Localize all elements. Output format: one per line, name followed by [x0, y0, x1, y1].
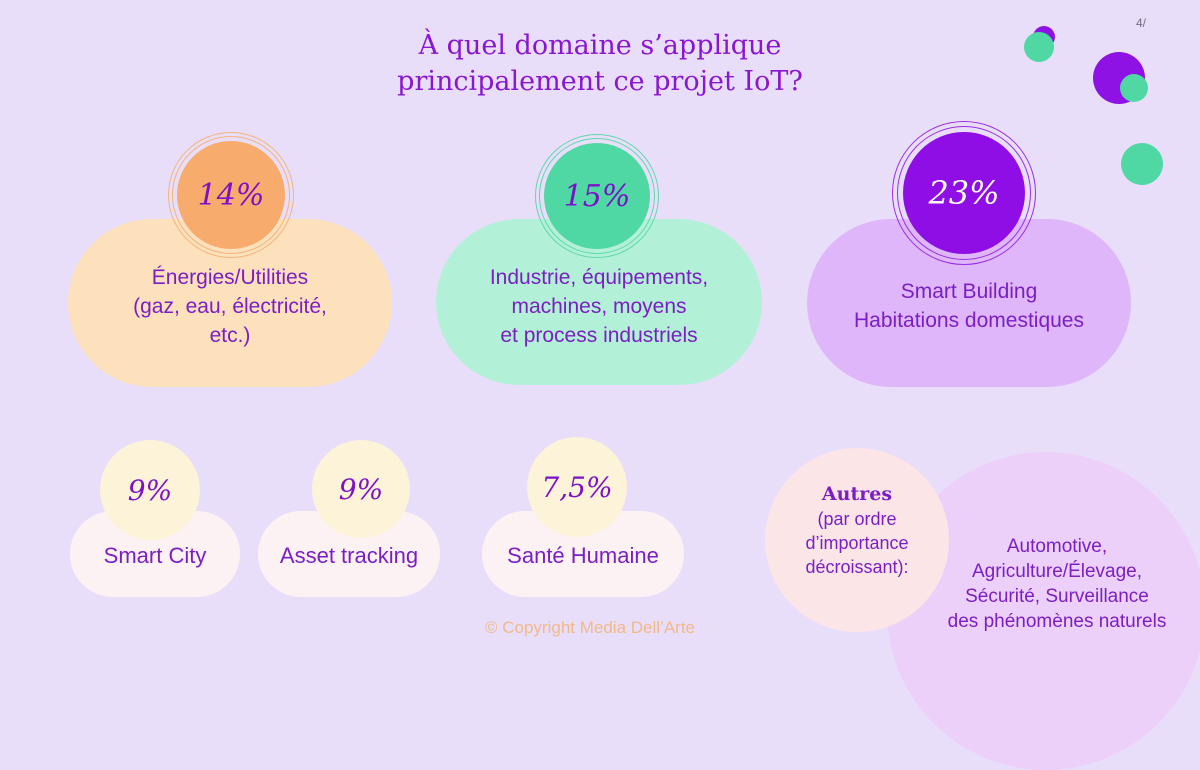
page-title: À quel domaine s’applique principalement… [0, 28, 1200, 100]
card-industrie-line3: et process industriels [500, 323, 698, 347]
autres-title: Autres [821, 483, 893, 505]
autres-line2: d’importance [805, 533, 909, 553]
percent-asset-tracking: 9% [312, 440, 410, 538]
percent-ring-smart-building [892, 121, 1036, 265]
percent-ring-industrie [535, 134, 659, 258]
percent-ring-industrie-inner [539, 138, 655, 254]
percent-sante-humaine: 7,5% [527, 437, 627, 537]
percent-smart-city: 9% [100, 440, 200, 540]
percent-ring-energies [168, 132, 294, 258]
slide-number: 4/ [1136, 16, 1147, 30]
card-sante-humaine-label: Santé Humaine [507, 543, 659, 568]
decor-circle-green-medium [1120, 74, 1148, 102]
card-asset-tracking-label: Asset tracking [279, 543, 419, 568]
decor-circle-green-large [1121, 143, 1163, 185]
card-smart-building-line1: Smart Building [900, 280, 1038, 303]
autres-list-line4: des phénomènes naturels [947, 611, 1167, 632]
percent-industrie: 15% [544, 143, 650, 249]
percent-ring-energies-inner [172, 136, 290, 254]
copyright: © Copyright Media Dell’Arte [485, 618, 695, 637]
autres-line1: (par ordre [817, 509, 897, 529]
title-line-2: principalement ce projet IoT? [397, 66, 803, 97]
card-energies-line3: etc.) [209, 323, 251, 347]
autres-bubble [765, 448, 949, 632]
card-smart-building-line2: Habitations domestiques [854, 309, 1084, 332]
percent-energies: 14% [177, 141, 285, 249]
percent-ring-smart-building-inner [897, 126, 1031, 260]
autres-heading: Autres (par ordre d’importance décroissa… [765, 481, 949, 579]
autres-list-line1: Automotive, [1006, 536, 1108, 557]
card-smart-city-label: Smart City [103, 543, 207, 568]
autres-line3: décroissant): [805, 557, 909, 577]
card-energies-line2: (gaz, eau, électricité, [133, 294, 327, 318]
autres-list: Automotive, Agriculture/Élevage, Sécurit… [926, 534, 1188, 634]
title-line-1: À quel domaine s’applique [418, 30, 782, 61]
card-energies-line1: Énergies/Utilities [151, 265, 309, 289]
autres-list-line3: Sécurité, Surveillance [965, 586, 1149, 607]
autres-list-line2: Agriculture/Élevage, [971, 561, 1143, 582]
decor-circle-green-small [1024, 32, 1054, 62]
percent-smart-building: 23% [903, 132, 1025, 254]
card-industrie-line1: Industrie, équipements, [489, 265, 709, 289]
card-industrie-line2: machines, moyens [511, 294, 687, 318]
